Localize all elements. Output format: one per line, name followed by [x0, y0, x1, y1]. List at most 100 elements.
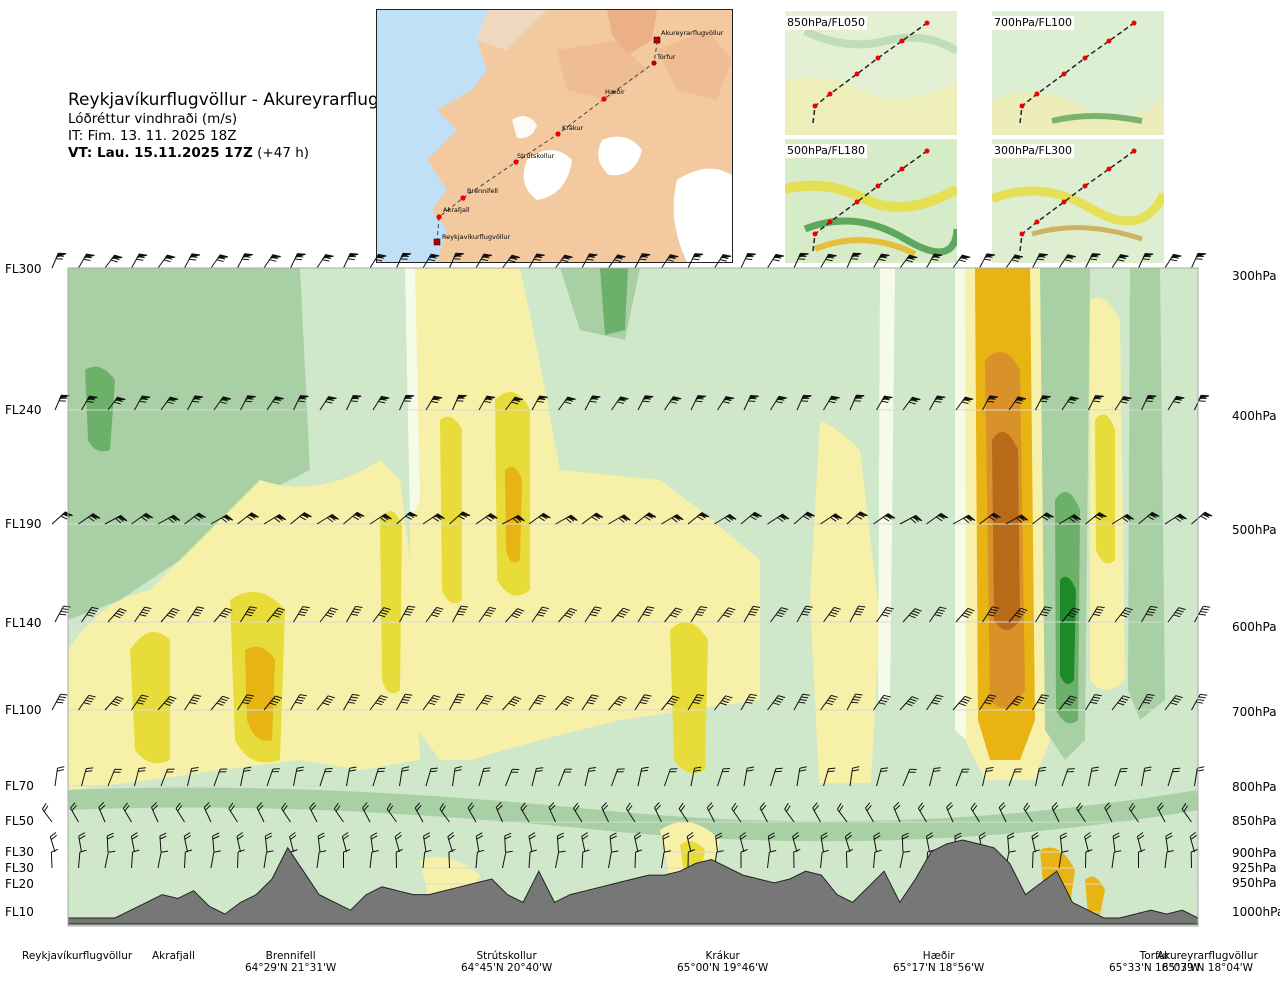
wind-barb [1194, 605, 1211, 623]
wind-barb [122, 802, 132, 823]
wind-barb [1005, 695, 1025, 711]
wind-barb [266, 768, 280, 787]
wind-barb [290, 694, 307, 711]
wind-barb [608, 514, 631, 525]
wind-barb [240, 395, 256, 411]
wind-barb [319, 607, 338, 623]
mini-map-300-label: 300hPa/FL300 [992, 144, 1075, 158]
wind-barb [893, 802, 901, 823]
wind-barb [528, 832, 536, 853]
wind-barb [1008, 396, 1027, 411]
wind-barb [796, 766, 807, 787]
wind-barb [1035, 395, 1051, 411]
wind-barb [1191, 252, 1207, 269]
wind-barb [740, 511, 763, 525]
wind-barb [740, 849, 748, 868]
wind-barb [531, 606, 550, 623]
waypoint-coord: 64°45'N 20°40'W [461, 962, 553, 974]
p-label-300: 300hPa [1232, 269, 1277, 283]
wind-barb [823, 395, 840, 411]
wind-barb [452, 394, 467, 411]
wind-barb [386, 802, 397, 823]
wind-barb [157, 254, 176, 269]
wind-barb [1058, 514, 1082, 525]
wind-barb [573, 802, 583, 823]
wind-barb [131, 512, 154, 525]
wind-barb [770, 607, 789, 623]
wind-barb [731, 802, 742, 823]
wind-barb [478, 767, 491, 787]
wind-barb [452, 766, 462, 787]
wind-barb [714, 513, 737, 525]
wind-barb [78, 253, 95, 269]
wind-barb [690, 606, 708, 623]
wind-barb [1194, 394, 1210, 411]
fl-label-70: FL70 [5, 779, 34, 793]
wind-barb [1061, 396, 1079, 411]
wind-barb [449, 693, 465, 711]
wind-barb [1058, 695, 1078, 711]
wind-barb [372, 767, 386, 787]
wind-barb [448, 848, 456, 869]
wind-barb [784, 802, 795, 823]
wind-barb [926, 849, 935, 869]
wind-barb [414, 802, 424, 823]
wind-barb [187, 767, 199, 787]
wind-barb [873, 694, 891, 711]
fl-label-20: FL20 [5, 877, 34, 891]
wind-barb [505, 768, 520, 787]
wind-barb [770, 395, 787, 411]
wind-barb [528, 849, 537, 869]
wind-barb [1035, 766, 1047, 787]
wind-barb [151, 802, 159, 823]
wind-barb [706, 802, 715, 823]
wind-barb [1085, 849, 1093, 869]
wind-barb [581, 849, 590, 869]
wind-barbs [41, 252, 1213, 869]
wind-barb [475, 849, 485, 869]
wind-barb [131, 694, 149, 711]
wind-barb [1138, 511, 1160, 525]
wind-barb [793, 693, 810, 711]
wind-barb [1104, 802, 1113, 823]
wind-barb [425, 767, 438, 787]
p-label-600: 600hPa [1232, 620, 1277, 634]
variable-label: Lóðréttur vindhraði (m/s) [68, 111, 238, 127]
wind-barb [1088, 606, 1105, 623]
wind-barb [184, 512, 206, 525]
fl-label-300: FL300 [5, 262, 42, 276]
wind-barb [423, 832, 431, 853]
wind-barb [767, 832, 776, 853]
wind-barb [743, 766, 755, 787]
wind-barb [662, 832, 670, 853]
wind-barb [1114, 607, 1133, 623]
wind-barb [184, 253, 201, 269]
wind-barb [316, 513, 339, 525]
wind-barb [686, 832, 694, 853]
wind-barb [203, 802, 212, 823]
wind-barb [54, 394, 70, 411]
mini-map-500-label: 500hPa/FL180 [785, 144, 868, 158]
wind-barb [467, 802, 477, 823]
wind-barb [51, 693, 68, 711]
wind-barb [1128, 802, 1139, 823]
waypoint-coord: 64°29'N 21°31'W [245, 962, 337, 974]
wind-barb [184, 694, 202, 711]
mini-map-500-svg [785, 139, 957, 263]
wind-barb [1157, 802, 1166, 823]
waypoint-coord: 65°39'N 18°04'W [1161, 962, 1254, 974]
wind-barb [130, 832, 139, 853]
wind-barb [369, 850, 379, 869]
wind-barb [952, 695, 972, 711]
wind-barb [478, 606, 497, 623]
fl-label-140: FL140 [5, 616, 42, 630]
wind-barb [845, 848, 854, 869]
fl-label-100: FL100 [5, 703, 42, 717]
wind-barb [425, 606, 444, 623]
wind-barb [661, 695, 680, 711]
title-block: Reykjavíkurflugvöllur - Akureyrarflugvöl… [68, 90, 427, 162]
wind-barb [266, 607, 286, 623]
mini-map-500: 500hPa/FL180 [785, 139, 957, 263]
wind-barb [293, 606, 310, 623]
wind-barb [293, 766, 304, 787]
